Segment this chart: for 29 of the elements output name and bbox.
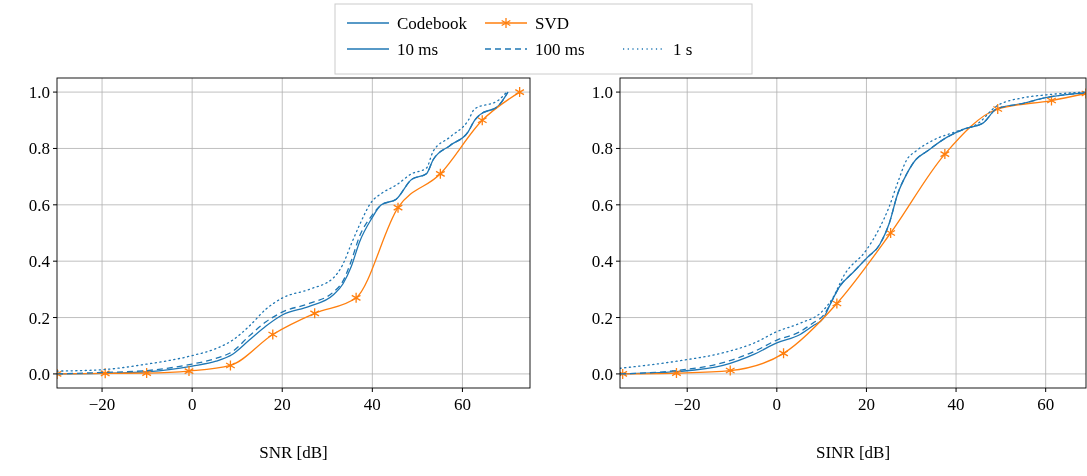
legend-label: 100 ms [535, 40, 585, 59]
legend-label: 10 ms [397, 40, 439, 59]
y-tick-label: 0.6 [591, 195, 613, 215]
x-tick-label: −20 [673, 395, 701, 414]
x-tick-label: 40 [363, 395, 381, 414]
y-tick-label: 1.0 [591, 83, 613, 103]
x-tick-label: 20 [273, 395, 291, 414]
y-tick-label: 0.4 [28, 252, 51, 272]
y-tick-label: 1.0 [28, 83, 50, 103]
x-axis-title: SINR [dB] [815, 443, 891, 462]
x-tick-label: 20 [857, 395, 875, 414]
y-tick-label: 0.0 [28, 364, 50, 384]
x-tick-label: 40 [947, 395, 965, 414]
x-tick-label: −20 [88, 395, 116, 414]
legend-label: Codebook [397, 14, 468, 33]
x-tick-label: 0 [187, 395, 197, 414]
x-tick-label: 0 [772, 395, 782, 414]
x-tick-label: 60 [1037, 395, 1055, 414]
y-tick-label: 0.0 [591, 364, 613, 384]
y-tick-label: 0.8 [28, 139, 50, 159]
legend-label: 1 s [673, 40, 693, 59]
y-tick-label: 0.4 [591, 252, 614, 272]
y-tick-label: 0.6 [28, 195, 50, 215]
x-axis-title: SNR [dB] [259, 443, 328, 462]
x-tick-label: 60 [453, 395, 471, 414]
legend-label: SVD [535, 14, 570, 33]
y-tick-label: 0.2 [28, 308, 50, 328]
y-tick-label: 0.2 [591, 308, 613, 328]
y-tick-label: 0.8 [591, 139, 613, 159]
